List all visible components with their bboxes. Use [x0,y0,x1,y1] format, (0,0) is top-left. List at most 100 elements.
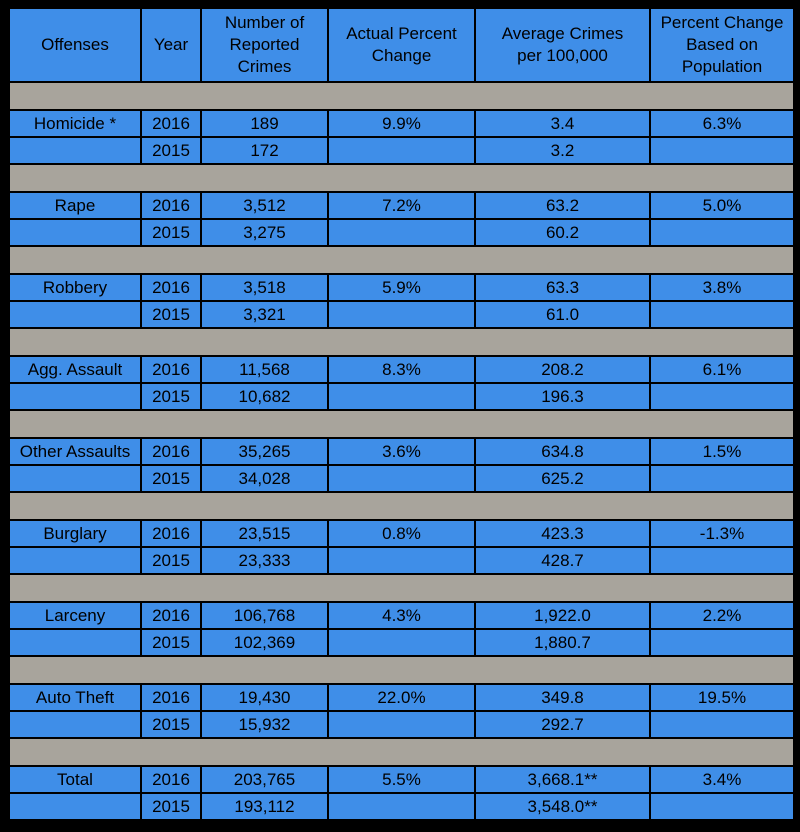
pop-change-cell: 3.4% [651,767,793,792]
change-cell [329,220,474,245]
change-cell: 5.9% [329,275,474,300]
separator-row [10,329,793,355]
change-cell: 4.3% [329,603,474,628]
average-cell: 634.8 [476,439,649,464]
year-cell: 2016 [142,685,200,710]
reported-cell: 3,518 [202,275,327,300]
separator-row [10,165,793,191]
reported-cell: 193,112 [202,794,327,819]
offense-cell: Rape [10,193,140,218]
change-cell: 0.8% [329,521,474,546]
pop-change-cell [651,302,793,327]
average-cell: 1,880.7 [476,630,649,655]
offense-cell [10,302,140,327]
offense-cell: Other Assaults [10,439,140,464]
average-cell: 3,668.1** [476,767,649,792]
header-cell: Average Crimes per 100,000 [476,9,649,81]
pop-change-cell: 5.0% [651,193,793,218]
change-cell: 22.0% [329,685,474,710]
header-cell: Offenses [10,9,140,81]
average-cell: 196.3 [476,384,649,409]
change-cell: 3.6% [329,439,474,464]
year-cell: 2015 [142,712,200,737]
separator-row [10,657,793,683]
header-text: Average Crimes [501,24,624,43]
pop-change-cell [651,548,793,573]
year-cell: 2015 [142,138,200,163]
reported-cell: 23,515 [202,521,327,546]
reported-cell: 34,028 [202,466,327,491]
reported-cell: 10,682 [202,384,327,409]
change-cell: 5.5% [329,767,474,792]
change-cell [329,794,474,819]
year-cell: 2015 [142,466,200,491]
reported-cell: 102,369 [202,630,327,655]
pop-change-cell [651,712,793,737]
change-cell [329,302,474,327]
pop-change-cell [651,384,793,409]
reported-cell: 23,333 [202,548,327,573]
average-cell: 349.8 [476,685,649,710]
separator-row [10,411,793,437]
header-cell: Year [142,9,200,81]
header-cell: Actual Percent Change [329,9,474,81]
change-cell [329,548,474,573]
offense-cell: Auto Theft [10,685,140,710]
average-cell: 423.3 [476,521,649,546]
average-cell: 428.7 [476,548,649,573]
average-cell: 3.2 [476,138,649,163]
header-text: Based on [686,35,758,54]
change-cell [329,384,474,409]
separator-row [10,247,793,273]
year-cell: 2015 [142,630,200,655]
pop-change-cell: 2.2% [651,603,793,628]
reported-cell: 11,568 [202,357,327,382]
year-cell: 2016 [142,193,200,218]
year-cell: 2016 [142,439,200,464]
pop-change-cell: 6.3% [651,111,793,136]
change-cell [329,466,474,491]
header-text: Change [371,46,432,65]
average-cell: 1,922.0 [476,603,649,628]
offense-cell [10,548,140,573]
pop-change-cell: 1.5% [651,439,793,464]
change-cell [329,138,474,163]
header-text: Number of [224,13,305,32]
reported-cell: 106,768 [202,603,327,628]
year-cell: 2015 [142,794,200,819]
year-cell: 2016 [142,521,200,546]
separator-row [10,739,793,765]
average-cell: 60.2 [476,220,649,245]
pop-change-cell: 3.8% [651,275,793,300]
change-cell: 9.9% [329,111,474,136]
reported-cell: 35,265 [202,439,327,464]
header-cell: Number of Reported Crimes [202,9,327,81]
average-cell: 61.0 [476,302,649,327]
offense-cell [10,630,140,655]
offense-cell: Agg. Assault [10,357,140,382]
header-text: Crimes [237,57,292,76]
reported-cell: 19,430 [202,685,327,710]
pop-change-cell: -1.3% [651,521,793,546]
header-text: per 100,000 [517,46,608,65]
offense-cell: Total [10,767,140,792]
year-cell: 2015 [142,302,200,327]
pop-change-cell: 6.1% [651,357,793,382]
pop-change-cell [651,630,793,655]
header-text: Offenses [41,35,109,54]
separator-row [10,575,793,601]
offense-cell [10,712,140,737]
year-cell: 2015 [142,220,200,245]
offense-cell: Robbery [10,275,140,300]
separator-row [10,83,793,109]
year-cell: 2016 [142,603,200,628]
offense-cell: Larceny [10,603,140,628]
year-cell: 2016 [142,111,200,136]
pop-change-cell [651,466,793,491]
reported-cell: 172 [202,138,327,163]
offense-cell [10,384,140,409]
pop-change-cell [651,138,793,163]
offense-cell [10,466,140,491]
header-text: Population [681,57,763,76]
